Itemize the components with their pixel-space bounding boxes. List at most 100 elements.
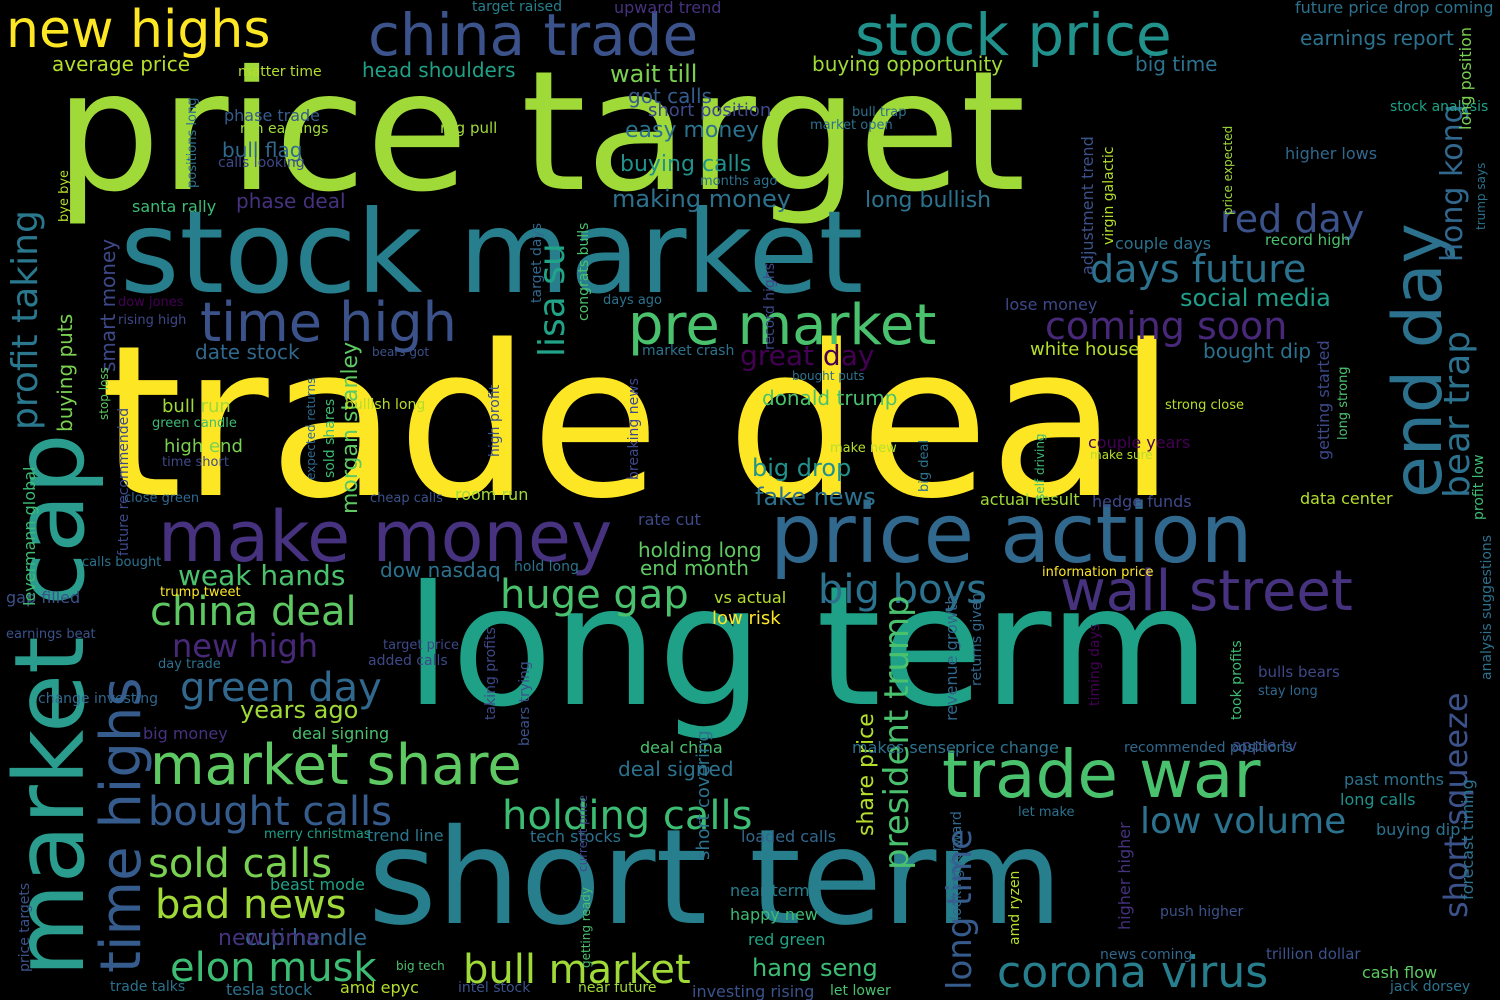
word-breaking-news: breaking news [626, 378, 642, 480]
word-price-expected: price expected [1221, 125, 1235, 215]
word-sold-shares: sold shares [322, 398, 338, 478]
word-green-day: green day [180, 665, 382, 711]
word-rate-cut: rate cut [638, 510, 701, 529]
word-long-term: long term [405, 551, 1211, 744]
word-wait-till: wait till [610, 60, 698, 88]
word-expected-returns: expected returns [304, 377, 318, 480]
word-long-strong: long strong [1336, 366, 1351, 440]
word-short-position: short position [648, 100, 772, 121]
word-new-high: new high [172, 627, 319, 665]
word-red-green: red green [748, 930, 826, 949]
word-record-high: record high [1265, 231, 1351, 249]
word-making-money: making money [612, 185, 791, 213]
word-positions-long: positions long [185, 97, 200, 188]
word-day-trade: day trade [158, 657, 221, 672]
word-bull-run: bull run [162, 396, 231, 417]
word-calls-looking: calls looking [218, 155, 305, 171]
word-buying-puts: buying puts [53, 313, 77, 432]
word-time-high: time high [200, 291, 457, 354]
word-stock-market: stock market [120, 186, 864, 319]
word-higher-lows: higher lows [1285, 144, 1378, 163]
word-tesla-stock: tesla stock [226, 980, 313, 999]
word-white-house: white house [1030, 339, 1140, 360]
word-stay-long: stay long [1258, 684, 1318, 699]
word-couple-years: couple years [1088, 433, 1191, 452]
word-getting-started: getting started [1314, 340, 1333, 460]
word-virgin-galactic: virgin galactic [1101, 146, 1117, 246]
word-data-center: data center [1300, 489, 1393, 508]
word-loaded-calls: loaded calls [741, 827, 837, 846]
word-great-day: great day [740, 339, 875, 372]
word-earnings-report: earnings report [1300, 26, 1454, 50]
word-buying-calls: buying calls [620, 152, 752, 177]
word-trade-war: trade war [942, 736, 1261, 813]
word-dow-jones: dow jones [118, 295, 184, 310]
word-coming-soon: coming soon [1045, 304, 1288, 348]
word-price-action: price action [770, 487, 1253, 582]
word-years-ago: years ago [240, 696, 359, 724]
word-social-media: social media [1180, 284, 1331, 312]
word-smart-money: smart money [96, 238, 120, 372]
word-days-ago: days ago [603, 293, 662, 308]
word-couple-days: couple days [1115, 234, 1212, 253]
word-deal-signing: deal signing [292, 724, 390, 743]
word-vs-actual: vs actual [714, 588, 787, 607]
word-investing-rising: investing rising [692, 982, 815, 1000]
word-looking-forward: looking forward [949, 811, 965, 920]
word-taking-profits: taking profits [483, 627, 499, 720]
word-near-future: near future [578, 980, 657, 996]
word-trade-talks: trade talks [110, 979, 186, 995]
word-strong-close: strong close [1165, 398, 1244, 413]
word-analysis-suggestions: analysis suggestions [1479, 534, 1495, 680]
word-run-earnings: run earnings [240, 121, 329, 137]
word-short-term: short term [368, 801, 1063, 955]
word-make-sure: make sure [1090, 448, 1153, 462]
word-market-crash: market crash [642, 343, 735, 359]
word-recommended-positions: recommended positions [1124, 740, 1293, 756]
word-gap-filled: gap filled [6, 588, 81, 607]
word-months-ago: months ago [700, 174, 778, 189]
word-happy-new: happy new [730, 905, 818, 924]
word-trade-deal: trade deal [100, 300, 1177, 545]
word-added-calls: added calls [368, 653, 448, 669]
word-future-recommended: future recommended [116, 407, 132, 556]
word-huge-gap: huge gap [500, 572, 689, 618]
word-near-term: near term [730, 881, 810, 900]
word-wall-street: wall street [1060, 559, 1353, 624]
word-stock-price: stock price [855, 1, 1172, 69]
word-deal-signed: deal signed [618, 757, 734, 781]
word-average-price: average price [52, 52, 191, 76]
word-rug-pull: rug pull [440, 119, 498, 137]
word-make-new: make new [830, 441, 897, 456]
word-bulls-bears: bulls bears [1258, 663, 1340, 681]
word-long-position: long position [1456, 27, 1475, 130]
word-bought-puts: bought puts [792, 369, 865, 383]
word-profit-low: profit low [1471, 454, 1487, 520]
word-matter-time: matter time [238, 64, 322, 80]
word-red-day: red day [1220, 197, 1365, 241]
word-pre-market: pre market [628, 293, 937, 358]
word-phase-trade: phase trade [224, 106, 321, 125]
word-donald-trump: donald trump [762, 386, 898, 410]
word-sold-calls: sold calls [148, 841, 333, 887]
word-upward-trend: upward trend [614, 0, 722, 17]
word-let-lower: let lower [830, 983, 891, 999]
word-long-bullish: long bullish [865, 188, 992, 213]
word-close-green: close green [124, 491, 200, 506]
word-end-month: end month [640, 556, 749, 580]
word-trump-says: trump says [1474, 162, 1488, 230]
word-long-calls: long calls [1340, 790, 1416, 809]
word-change-investing: change investing [38, 691, 159, 707]
word-adjustment-trend: adjustment trend [1078, 136, 1097, 275]
word-santa-rally: santa rally [132, 197, 217, 216]
word-cash-flow: cash flow [1362, 963, 1438, 982]
word-room-run: room run [455, 485, 529, 504]
word-bull-market: bull market [463, 947, 691, 993]
word-higher-higher: higher higher [1115, 822, 1134, 930]
word-jack-dorsey: jack dorsey [1390, 979, 1471, 995]
word-easy-money: easy money [625, 118, 759, 143]
word-bad-news: bad news [155, 882, 347, 928]
word-apple-tv: apple tv [1232, 736, 1298, 755]
word-lose-money: lose money [1005, 295, 1098, 314]
